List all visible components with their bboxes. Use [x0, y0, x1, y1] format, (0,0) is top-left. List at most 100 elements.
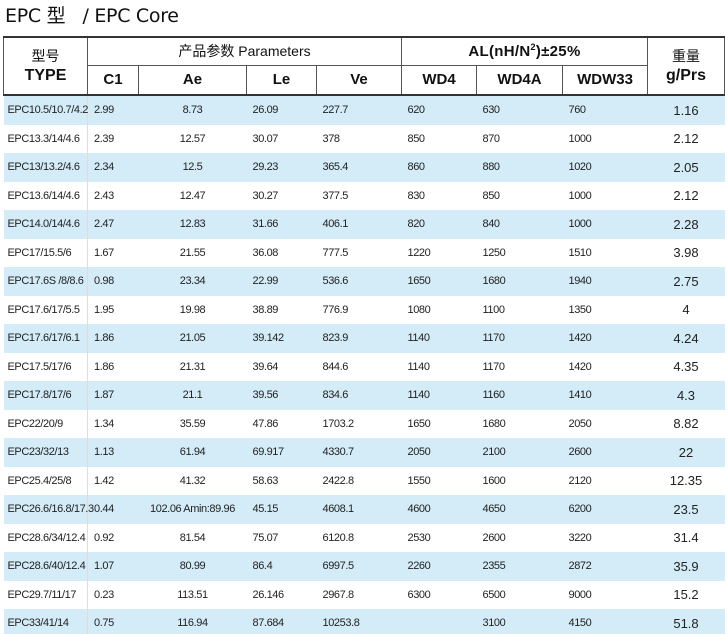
table-row: EPC14.0/14/4.6 2.47 12.83 31.66 406.1 820 840 1… [3, 210, 725, 239]
cell-type: EPC17.6S /8/8.6 [3, 267, 88, 296]
cell-type: EPC28.6/40/12.4 [3, 552, 88, 581]
cell-le: 69.917 [246, 438, 317, 467]
cell-c1: 2.47 [87, 210, 139, 239]
cell-le: 31.66 [246, 210, 317, 239]
cell-ve: 844.6 [316, 352, 402, 381]
cell-ae: 21.31 [138, 352, 247, 381]
table-row: EPC28.6/34/12.4 0.92 81.54 75.07 6120.8 2530 2… [3, 523, 725, 552]
cell-weight: 3.98 [647, 238, 725, 267]
cell-c1: 0.92 [87, 523, 139, 552]
table-header: 型号 产品参数 Parameters AL(nH/N2)±25% 重量 TYPE… [3, 36, 725, 96]
table-row: EPC33/41/14 0.75 116.94 87.684 10253.8 3100 41… [3, 609, 725, 634]
cell-type: EPC29.7/11/17 [3, 580, 88, 609]
cell-wdw33: 2050 [562, 409, 648, 438]
column-header-c1: C1 [87, 65, 139, 96]
cell-weight: 2.12 [647, 124, 725, 153]
table-row: EPC17.6S /8/8.6 0.98 23.34 22.99 536.6 1650 16… [3, 267, 725, 296]
cell-c1: 1.34 [87, 409, 139, 438]
cell-wdw33: 760 [562, 95, 648, 125]
cell-weight: 12.35 [647, 466, 725, 495]
table-row: EPC13/13.2/4.6 2.34 12.5 29.23 365.4 860 880 10… [3, 153, 725, 182]
cell-wdw33: 1410 [562, 381, 648, 410]
cell-wd4: 2260 [401, 552, 477, 581]
cell-weight: 2.75 [647, 267, 725, 296]
cell-c1: 1.95 [87, 295, 139, 324]
cell-weight: 4 [647, 295, 725, 324]
cell-type: EPC28.6/34/12.4 [3, 523, 88, 552]
cell-ae: 81.54 [138, 523, 247, 552]
cell-c1: 2.34 [87, 153, 139, 182]
cell-wdw33: 1000 [562, 210, 648, 239]
table-row: EPC22/20/9 1.34 35.59 47.86 1703.2 1650 1680 20… [3, 409, 725, 438]
cell-type: EPC17.8/17/6 [3, 381, 88, 410]
type-header-en: TYPE [3, 65, 88, 96]
weight-header-en: g/Prs [647, 65, 725, 96]
type-header-cn: 型号 [3, 36, 88, 65]
header-row-top: 型号 产品参数 Parameters AL(nH/N2)±25% 重量 [3, 36, 725, 66]
epc-core-spec-table: 型号 产品参数 Parameters AL(nH/N2)±25% 重量 TYPE… [3, 36, 725, 634]
cell-wd4: 1140 [401, 324, 477, 353]
cell-ve: 6120.8 [316, 523, 402, 552]
cell-wd4a: 630 [476, 95, 563, 125]
cell-type: EPC13.6/14/4.6 [3, 181, 88, 210]
column-header-wd4: WD4 [401, 65, 477, 96]
cell-c1: 2.39 [87, 124, 139, 153]
cell-type: EPC13.3/14/4.6 [3, 124, 88, 153]
cell-wd4a: 1100 [476, 295, 563, 324]
cell-wd4: 620 [401, 95, 477, 125]
cell-weight: 2.12 [647, 181, 725, 210]
cell-wd4: 1080 [401, 295, 477, 324]
cell-wdw33: 1420 [562, 324, 648, 353]
cell-le: 39.142 [246, 324, 317, 353]
cell-le: 47.86 [246, 409, 317, 438]
cell-le: 45.15 [246, 495, 317, 524]
table-row: EPC13.6/14/4.6 2.43 12.47 30.27 377.5 830 850 1… [3, 181, 725, 210]
cell-wd4a: 1680 [476, 267, 563, 296]
table-row: EPC23/32/13 1.13 61.94 69.917 4330.7 2050 2100… [3, 438, 725, 467]
cell-ae: 19.98 [138, 295, 247, 324]
cell-ve: 378 [316, 124, 402, 153]
table-body: EPC10.5/10.7/4.2 2.99 8.73 26.09 227.7 620 630… [3, 95, 725, 634]
cell-ve: 227.7 [316, 95, 402, 125]
cell-wd4a: 4650 [476, 495, 563, 524]
table-row: EPC17.6/17/5.5 1.95 19.98 38.89 776.9 1080 110… [3, 295, 725, 324]
cell-c1: 1.87 [87, 381, 139, 410]
cell-wd4: 2050 [401, 438, 477, 467]
cell-ve: 777.5 [316, 238, 402, 267]
table-row: EPC17.6/17/6.1 1.86 21.05 39.142 823.9 1140 11… [3, 324, 725, 353]
cell-ve: 406.1 [316, 210, 402, 239]
cell-wd4a: 870 [476, 124, 563, 153]
cell-wdw33: 1350 [562, 295, 648, 324]
cell-weight: 2.28 [647, 210, 725, 239]
cell-weight: 31.4 [647, 523, 725, 552]
cell-ae: 116.94 [138, 609, 247, 634]
parameters-header: 产品参数 Parameters [87, 36, 402, 66]
table-row: EPC10.5/10.7/4.2 2.99 8.73 26.09 227.7 620 630… [3, 95, 725, 125]
cell-ve: 2422.8 [316, 466, 402, 495]
column-header-ae: Ae [138, 65, 247, 96]
table-row: EPC17.5/17/6 1.86 21.31 39.64 844.6 1140 1170 1… [3, 352, 725, 381]
cell-c1: 0.44 [87, 495, 139, 524]
cell-ve: 2967.8 [316, 580, 402, 609]
cell-wd4: 1220 [401, 238, 477, 267]
cell-wdw33: 2600 [562, 438, 648, 467]
cell-ae: 12.57 [138, 124, 247, 153]
cell-ae: 41.32 [138, 466, 247, 495]
cell-weight: 8.82 [647, 409, 725, 438]
cell-le: 29.23 [246, 153, 317, 182]
cell-type: EPC17.6/17/5.5 [3, 295, 88, 324]
cell-wd4: 2530 [401, 523, 477, 552]
cell-le: 86.4 [246, 552, 317, 581]
cell-c1: 1.86 [87, 352, 139, 381]
cell-ae: 102.06 Amin:89.96 [138, 495, 247, 524]
cell-c1: 1.86 [87, 324, 139, 353]
cell-c1: 1.67 [87, 238, 139, 267]
cell-ve: 6997.5 [316, 552, 402, 581]
cell-wd4a: 1170 [476, 324, 563, 353]
cell-ae: 12.5 [138, 153, 247, 182]
cell-weight: 51.8 [647, 609, 725, 634]
cell-c1: 0.98 [87, 267, 139, 296]
column-header-le: Le [246, 65, 317, 96]
cell-wdw33: 1420 [562, 352, 648, 381]
